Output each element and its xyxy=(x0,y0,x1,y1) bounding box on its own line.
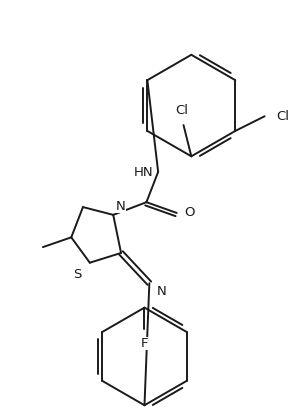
Text: N: N xyxy=(116,200,126,213)
Text: O: O xyxy=(184,206,195,219)
Text: F: F xyxy=(141,337,148,350)
Text: Cl: Cl xyxy=(175,104,188,117)
Text: HN: HN xyxy=(134,166,153,179)
Text: N: N xyxy=(157,285,167,298)
Text: Cl: Cl xyxy=(276,110,289,123)
Text: S: S xyxy=(74,268,82,281)
